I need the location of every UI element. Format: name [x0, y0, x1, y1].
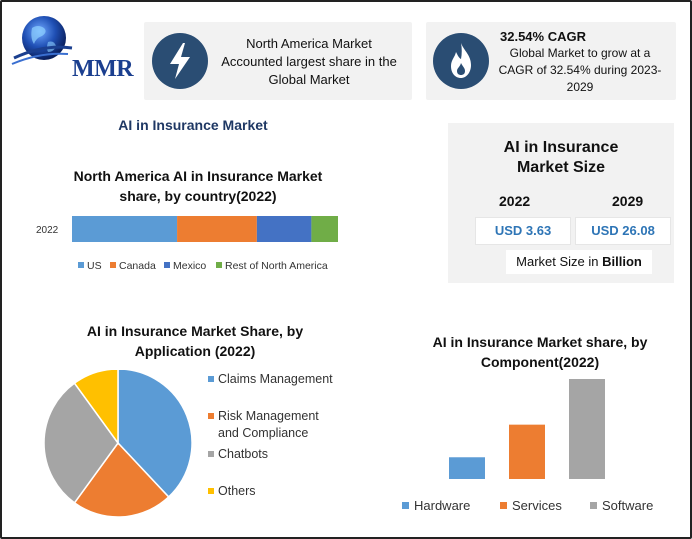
- legend-swatch: [110, 262, 116, 268]
- legend-swatch: [208, 376, 214, 382]
- pie-slice: [43, 382, 119, 504]
- component-chart-title: AI in Insurance Market share, by Compone…: [432, 334, 648, 370]
- market-size-year-2029: 2029: [612, 193, 644, 209]
- lightning-bolt-icon: [152, 33, 208, 89]
- legend-swatch: [216, 262, 222, 268]
- flame-icon: [433, 33, 489, 89]
- legend-label: Canada: [119, 260, 156, 272]
- bar: [509, 424, 545, 479]
- legend-label: Software: [602, 498, 653, 513]
- bar-segment: [72, 216, 178, 242]
- legend-swatch: [402, 502, 409, 509]
- legend-swatch: [208, 488, 214, 494]
- pie-slice: [73, 370, 119, 446]
- market-size-value-2022: USD 3.63: [475, 217, 571, 245]
- country-stacked-bar-chart: 2022 US Canada Mexico Rest of North America: [36, 216, 338, 272]
- legend-label: Others: [218, 484, 256, 498]
- legend-label: and Compliance: [218, 426, 308, 440]
- application-pie-chart: Claims Management Risk Management and Comp…: [43, 370, 333, 518]
- category-label: 2022: [36, 225, 59, 236]
- legend-label: Mexico: [173, 260, 206, 272]
- legend-swatch: [590, 502, 597, 509]
- legend-swatch: [500, 502, 507, 509]
- bar-segment: [177, 216, 257, 242]
- mmr-logo: MMR: [10, 14, 136, 82]
- market-size-note: Market Size in Billion: [506, 250, 652, 274]
- component-bar-chart: Hardware Services Software: [402, 379, 653, 513]
- application-chart-title: AI in Insurance Market Share, by Applica…: [86, 323, 304, 359]
- bar-segment: [311, 216, 338, 242]
- pie-slice: [117, 370, 193, 499]
- legend-label: US: [87, 260, 102, 272]
- legend-swatch: [208, 413, 214, 419]
- legend-label: Claims Management: [218, 372, 333, 386]
- market-size-year-2022: 2022: [499, 193, 531, 209]
- market-size-value-2029: USD 26.08: [575, 217, 671, 245]
- bar: [569, 379, 605, 479]
- market-size-card: AI in Insurance Market Size 2022 2029 US…: [448, 123, 674, 283]
- main-title: AI in Insurance Market: [118, 117, 268, 133]
- cagr-card: 32.54% CAGR Global Market to grow at a C…: [426, 22, 676, 100]
- pie-slice: [73, 441, 170, 518]
- north-america-text: North America Market Accounted largest s…: [221, 36, 397, 87]
- legend-label: Services: [512, 498, 562, 513]
- legend-swatch: [164, 262, 170, 268]
- globe-icon: [11, 16, 73, 65]
- market-size-note-unit: Billion: [602, 254, 642, 269]
- legend-label: Risk Management: [218, 409, 319, 423]
- country-chart-title: North America AI in Insurance Market sha…: [73, 168, 323, 204]
- bar-segment: [256, 216, 312, 242]
- legend-label: Hardware: [414, 498, 470, 513]
- legend-swatch: [208, 451, 214, 457]
- north-america-card: North America Market Accounted largest s…: [144, 22, 412, 100]
- cagr-text: Global Market to grow at a CAGR of 32.54…: [498, 46, 662, 94]
- cagr-title: 32.54% CAGR: [500, 29, 586, 44]
- legend-label: Rest of North America: [225, 260, 328, 272]
- bar: [449, 457, 485, 479]
- logo-text: MMR: [72, 56, 134, 82]
- legend-label: Chatbots: [218, 447, 268, 461]
- market-size-title: AI in Insurance Market Size: [503, 139, 619, 176]
- market-size-note-prefix: Market Size in: [516, 254, 603, 269]
- legend-swatch: [78, 262, 84, 268]
